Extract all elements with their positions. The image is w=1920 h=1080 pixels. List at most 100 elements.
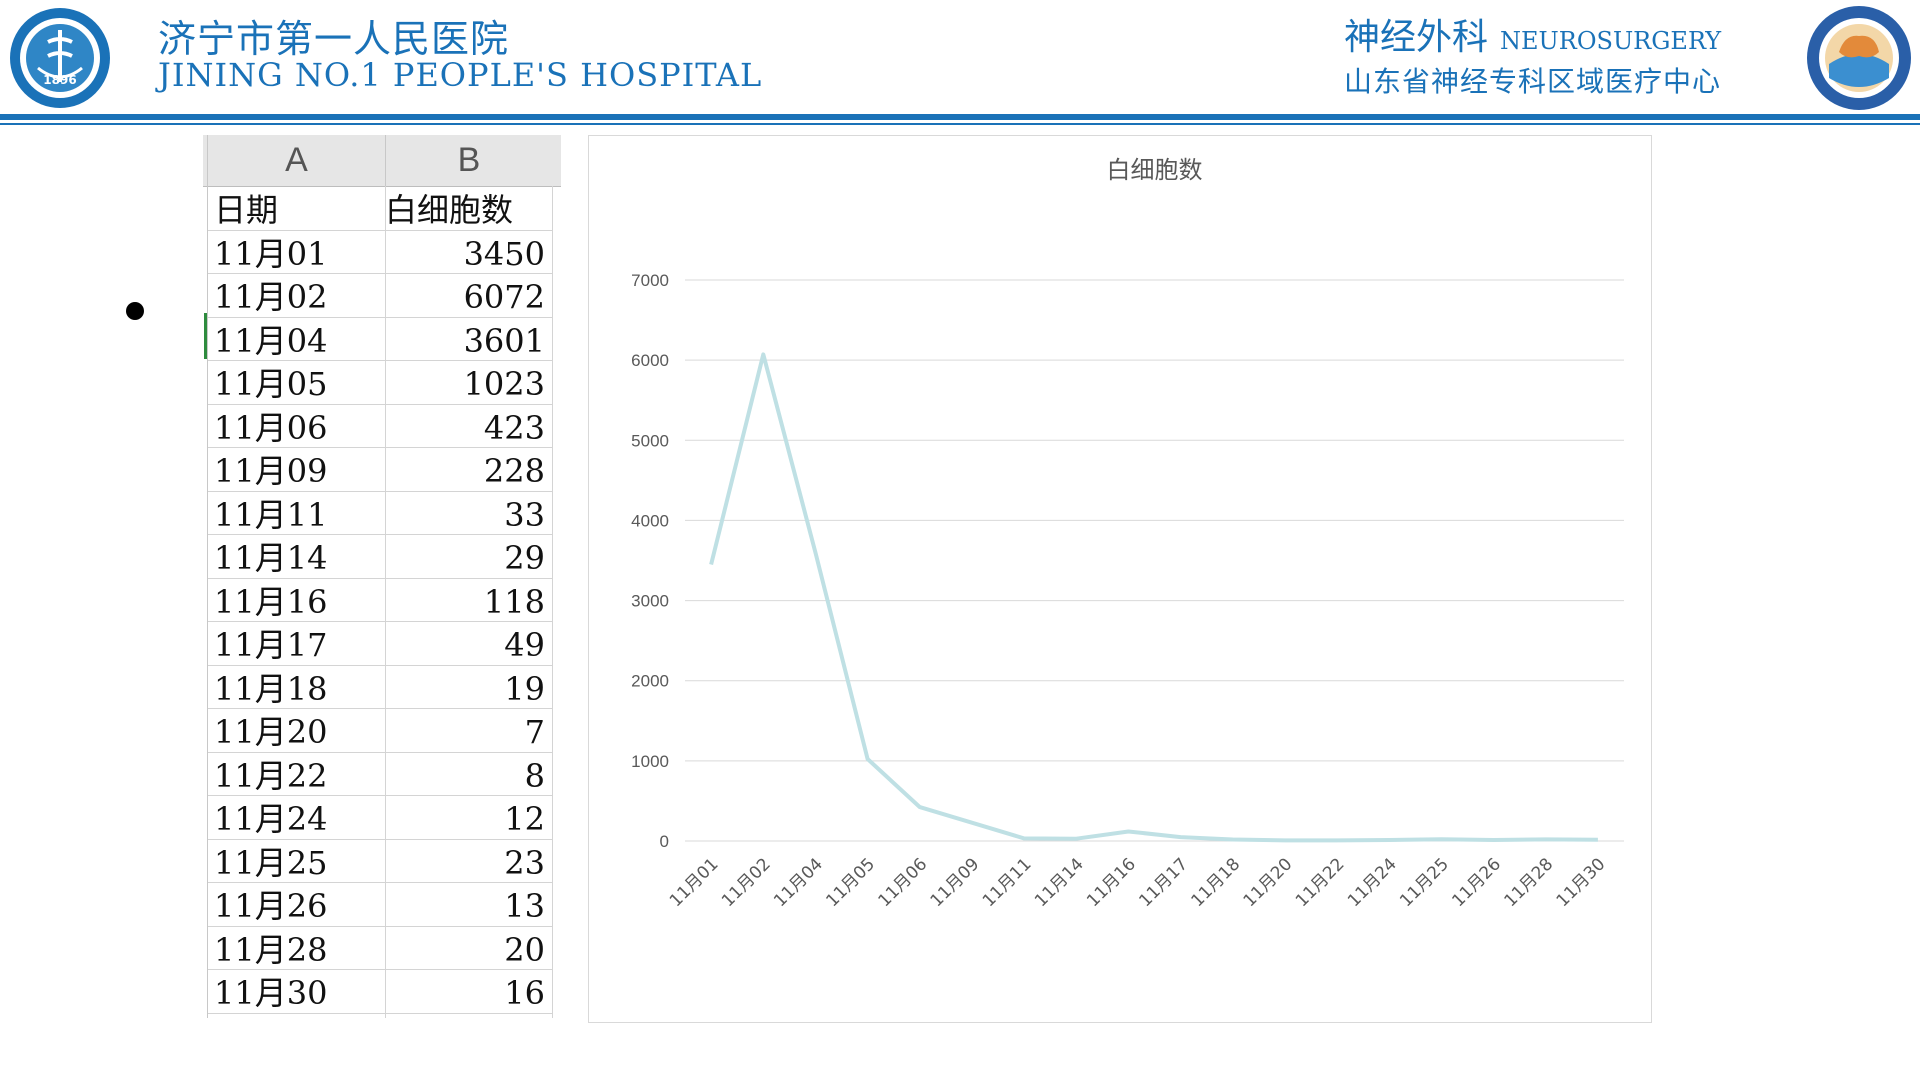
y-tick-label: 5000 (631, 431, 669, 450)
table-row: 11月05 1023 (208, 360, 552, 405)
cell-date[interactable]: 11月02 (214, 278, 328, 316)
y-tick-label: 6000 (631, 351, 669, 370)
field-header-wbc[interactable]: 白细胞数 (385, 191, 514, 229)
table-row: 11月18 19 (208, 665, 552, 709)
cell-wbc[interactable]: 20 (504, 930, 545, 969)
cell-wbc[interactable]: 8 (524, 756, 545, 795)
y-tick-label: 3000 (631, 592, 669, 611)
table-row: 11月09 228 (208, 447, 552, 492)
table-row: 11月22 8 (208, 752, 552, 796)
department-logo (1807, 6, 1911, 110)
cell-wbc[interactable]: 19 (504, 669, 545, 708)
table-row: 11月30 16 (208, 969, 552, 1014)
y-tick-label: 7000 (631, 271, 669, 290)
table-row: 11月04 3601 (208, 317, 552, 361)
cell-wbc[interactable]: 13 (504, 887, 545, 925)
cell-date[interactable]: 11月04 (214, 321, 328, 360)
y-tick-label: 2000 (631, 672, 669, 691)
x-tick-label: 11月06 (875, 854, 932, 911)
header-divider-thin (0, 123, 1920, 125)
cell-date[interactable]: 11月25 (214, 843, 328, 882)
x-tick-label: 11月20 (1240, 854, 1297, 911)
table-row: 11月02 6072 (208, 273, 552, 318)
chart-canvas: 白细胞数0100020003000400050006000700011月0111… (631, 156, 1624, 911)
table-row: 11月17 49 (208, 621, 552, 666)
cell-date[interactable]: 11月26 (214, 887, 328, 925)
cell-wbc[interactable]: 29 (504, 539, 545, 577)
cell-date[interactable]: 11月06 (214, 408, 328, 447)
cell-date[interactable]: 11月28 (214, 930, 328, 969)
cell-date[interactable]: 11月20 (214, 713, 328, 751)
field-header-row: 日期 白细胞数 (208, 186, 552, 231)
cell-date[interactable]: 11月16 (214, 582, 328, 621)
x-tick-label: 11月16 (1083, 854, 1140, 911)
table-row: 11月28 20 (208, 926, 552, 970)
x-tick-label: 11月26 (1448, 854, 1505, 911)
department-name-cn: 神经外科 (1344, 17, 1489, 58)
cell-wbc[interactable]: 12 (504, 800, 545, 838)
x-tick-label: 11月25 (1396, 854, 1453, 911)
x-tick-label: 11月09 (927, 854, 984, 911)
x-tick-label: 11月30 (1553, 854, 1610, 911)
x-tick-label: 11月28 (1501, 854, 1558, 911)
hospital-name-en: JINING NO.1 PEOPLE'S HOSPITAL (158, 56, 763, 94)
cell-wbc[interactable]: 23 (504, 843, 545, 882)
grid-line (552, 186, 553, 1018)
department-subtitle: 山东省神经专科区域医疗中心 (1344, 65, 1722, 98)
spreadsheet-screenshot: A B 日期 白细胞数 11月01 3450 11月02 6072 11月04 3601 11月… (203, 135, 561, 1018)
cell-date[interactable]: 11月09 (214, 452, 328, 490)
table-row: 11月20 7 (208, 708, 552, 753)
x-tick-label: 11月22 (1292, 854, 1349, 911)
table-row: 11月14 29 (208, 534, 552, 579)
x-tick-label: 11月04 (770, 854, 827, 911)
x-tick-label: 11月24 (1344, 854, 1401, 911)
grid-line (207, 135, 208, 1018)
header-divider (0, 114, 1920, 120)
cell-wbc[interactable]: 118 (483, 582, 545, 621)
hospital-logo: 1896 (10, 8, 110, 108)
x-tick-label: 11月18 (1188, 854, 1245, 911)
field-header-date[interactable]: 日期 (214, 191, 279, 229)
line-chart: 白细胞数 0 1000 2000 3000 4000 5000 6000 7000 11月01 11… (588, 135, 1652, 1023)
column-header-bar: A B (203, 135, 561, 187)
cell-wbc[interactable]: 6072 (463, 278, 545, 316)
cell-date[interactable]: 11月05 (214, 365, 328, 403)
table-row: 11月11 33 (208, 491, 552, 535)
logo-year: 1896 (43, 73, 76, 87)
bullet-dot (126, 302, 144, 320)
cell-wbc[interactable]: 16 (504, 974, 545, 1012)
table-row: 11月26 13 (208, 882, 552, 927)
table-row: 11月24 12 (208, 795, 552, 840)
table-row: 11月16 118 (208, 578, 552, 622)
x-tick-label: 11月01 (666, 854, 723, 911)
department-title: 神经外科 NEUROSURGERY (1344, 8, 1721, 60)
table-row: 11月01 3450 (208, 230, 552, 274)
table-row: 11月06 423 (208, 404, 552, 448)
selection-marker (204, 313, 207, 359)
cell-wbc[interactable]: 7 (524, 713, 545, 751)
cell-wbc[interactable]: 228 (483, 452, 545, 490)
y-tick-label: 1000 (631, 752, 669, 771)
hospital-name-cn: 济宁市第一人民医院 (158, 17, 510, 61)
x-tick-label: 11月02 (718, 854, 775, 911)
y-tick-label: 4000 (631, 511, 669, 530)
cell-date[interactable]: 11月18 (214, 669, 328, 708)
table-row: 11月25 23 (208, 839, 552, 883)
cell-date[interactable]: 11月11 (214, 495, 328, 534)
cell-wbc[interactable]: 1023 (463, 365, 545, 403)
cell-wbc[interactable]: 33 (504, 495, 545, 534)
y-tick-label: 0 (660, 832, 669, 851)
cell-date[interactable]: 11月17 (214, 626, 328, 664)
column-header-a: A (208, 135, 386, 186)
cell-wbc[interactable]: 3601 (463, 321, 545, 360)
cell-date[interactable]: 11月30 (214, 974, 328, 1012)
column-header-b: B (457, 141, 481, 179)
cell-date[interactable]: 11月01 (214, 234, 328, 273)
x-tick-label: 11月05 (822, 854, 879, 911)
cell-wbc[interactable]: 3450 (463, 234, 545, 273)
cell-date[interactable]: 11月22 (214, 756, 328, 795)
cell-wbc[interactable]: 49 (504, 626, 545, 664)
cell-wbc[interactable]: 423 (483, 408, 545, 447)
cell-date[interactable]: 11月24 (214, 800, 328, 838)
cell-date[interactable]: 11月14 (214, 539, 328, 577)
